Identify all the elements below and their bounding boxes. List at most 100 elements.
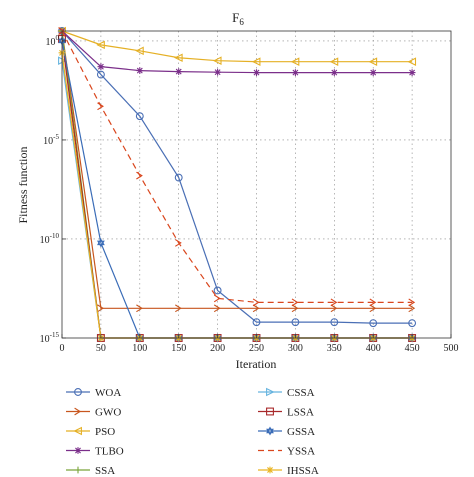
marker-chevron [369, 304, 377, 313]
series-woa [58, 27, 417, 328]
marker-triangle [73, 426, 82, 436]
series-gwo [58, 27, 416, 313]
marker-circle [74, 388, 82, 396]
marker-star [253, 69, 260, 76]
marker-square [266, 407, 274, 416]
x-tick-label: 300 [288, 343, 303, 354]
marker-circle [408, 319, 417, 328]
marker-circle [330, 318, 339, 327]
chart-title: F6 [232, 10, 244, 27]
series-line [61, 52, 413, 339]
marker-chevron [213, 304, 221, 313]
marker-circle [213, 286, 222, 295]
marker-chevron [252, 304, 260, 313]
series-line [61, 30, 413, 303]
grid [62, 31, 451, 338]
marker-star [136, 67, 144, 75]
x-tick-label: 0 [60, 343, 65, 354]
series-gssa [58, 36, 416, 343]
legend-item-woa: WOA [66, 387, 121, 399]
marker-chevron [291, 304, 299, 313]
marker-triangle [96, 40, 105, 50]
marker-triangle [174, 53, 183, 63]
series-line [61, 60, 413, 339]
marker-triangle [329, 57, 339, 66]
legend-label: YSSA [287, 446, 315, 458]
series-lssa [58, 34, 417, 342]
marker-chevron [213, 294, 221, 303]
title-main: F [232, 10, 239, 25]
series-line [61, 30, 413, 339]
y-tick-exponent: -5 [53, 133, 59, 141]
y-tick-label: 100 [46, 34, 60, 48]
marker-chevron [330, 298, 338, 307]
y-tick-label: 10-10 [40, 232, 60, 246]
marker-chevron [97, 304, 104, 313]
legend-item-gwo: GWO [66, 407, 121, 419]
x-tick-label: 500 [444, 343, 459, 354]
marker-chevron [175, 239, 182, 247]
x-tick-label: 50 [96, 343, 106, 354]
legend-item-tlbo: TLBO [66, 446, 124, 458]
series-ssa [58, 27, 416, 342]
marker-chevron [175, 304, 182, 313]
x-axis-label: Iteration [236, 357, 277, 371]
marker-chevron [369, 298, 377, 307]
x-tick-label: 400 [366, 343, 381, 354]
marker-star [74, 447, 82, 454]
marker-star [214, 68, 221, 76]
marker-triangle [266, 387, 275, 397]
marker-chevron [408, 298, 416, 307]
marker-plus [74, 466, 82, 474]
marker-star [292, 69, 299, 76]
y-tick-base: 10 [40, 235, 50, 246]
legend-item-pso: PSO [66, 426, 115, 438]
x-tick-label: 100 [132, 343, 147, 354]
marker-chevron [97, 102, 104, 111]
marker-triangle [135, 46, 144, 56]
legend-label: GWO [95, 407, 121, 419]
marker-hexagram-a [97, 238, 105, 246]
marker-circle [252, 318, 261, 327]
legend-item-ssa: SSA [66, 465, 115, 477]
series-ihssa [58, 49, 416, 342]
legend-label: GSSA [287, 426, 315, 438]
marker-triangle [251, 57, 261, 66]
marker-circle [291, 318, 300, 327]
x-tick-label: 200 [210, 343, 225, 354]
marker-triangle [407, 57, 417, 66]
marker-circle [96, 70, 105, 79]
marker-star [97, 63, 105, 71]
marker-hexagram-a [266, 426, 274, 434]
y-tick-base: 10 [46, 37, 56, 48]
series-layer [57, 26, 417, 343]
y-tick-base: 10 [40, 334, 50, 345]
series-yssa [58, 27, 416, 307]
marker-chevron [136, 171, 143, 180]
series-line [61, 30, 413, 74]
series-line [61, 30, 413, 63]
series-line [61, 38, 413, 339]
legend-item-cssa: CSSA [258, 387, 315, 399]
series-line [61, 40, 413, 339]
marker-star [408, 69, 416, 76]
legend-label: SSA [95, 465, 115, 477]
marker-hexagram-b [97, 240, 105, 248]
marker-chevron [408, 304, 416, 313]
marker-circle [174, 173, 183, 182]
marker-star [369, 69, 377, 76]
x-ticks: 0 50 100 150 200 250 300 350 400 450 500 [60, 334, 459, 354]
marker-hexagram-b [266, 428, 274, 436]
legend-item-lssa: LSSA [258, 407, 314, 419]
y-tick-label: 10-5 [43, 133, 59, 147]
legend-label: IHSSA [287, 465, 319, 477]
legend-item-gssa: GSSA [258, 426, 315, 438]
marker-triangle [368, 57, 378, 66]
title-subscript: 6 [239, 17, 244, 27]
marker-star [266, 466, 274, 474]
marker-chevron [252, 298, 260, 307]
y-tick-exponent: -10 [50, 232, 60, 240]
marker-chevron [136, 304, 143, 313]
